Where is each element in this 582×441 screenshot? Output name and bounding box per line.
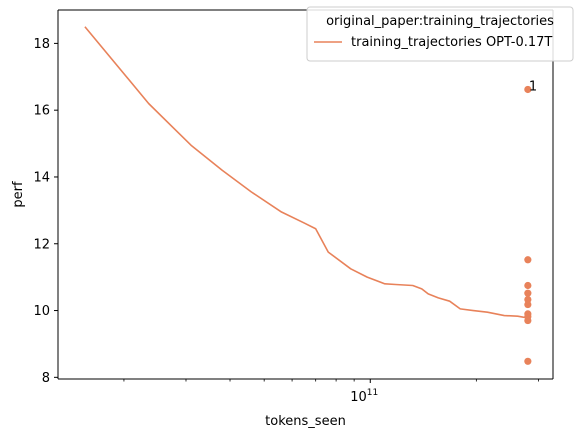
scatter-point bbox=[524, 289, 532, 297]
scatter-point bbox=[524, 295, 532, 304]
x-axis-label: tokens_seen bbox=[265, 414, 346, 429]
scatter-point bbox=[524, 256, 532, 264]
x-tick-exponent: 11 bbox=[367, 388, 378, 398]
point-annotation: 1 bbox=[529, 79, 537, 94]
scatter-point bbox=[524, 316, 532, 325]
y-tick-label: 8 bbox=[42, 371, 50, 386]
scatter-point bbox=[524, 357, 532, 365]
y-tick-label: 18 bbox=[33, 37, 50, 52]
y-tick-label: 14 bbox=[33, 170, 50, 185]
x-tick-label: 1011 bbox=[350, 388, 378, 405]
y-tick-label: 12 bbox=[33, 237, 50, 252]
y-tick-label: 10 bbox=[33, 304, 50, 319]
y-tick-label: 16 bbox=[33, 104, 50, 119]
scatter-point bbox=[524, 281, 532, 290]
legend-entry: training_trajectories OPT-0.17T bbox=[351, 35, 552, 50]
series-line bbox=[84, 26, 530, 319]
legend-title: original_paper:training_trajectories bbox=[326, 14, 554, 29]
y-axis-label: perf bbox=[11, 181, 26, 208]
scatter-point bbox=[524, 85, 532, 94]
x-tick-base: 10 bbox=[350, 390, 367, 405]
legend-box bbox=[306, 6, 574, 62]
scatter-point bbox=[524, 300, 532, 309]
